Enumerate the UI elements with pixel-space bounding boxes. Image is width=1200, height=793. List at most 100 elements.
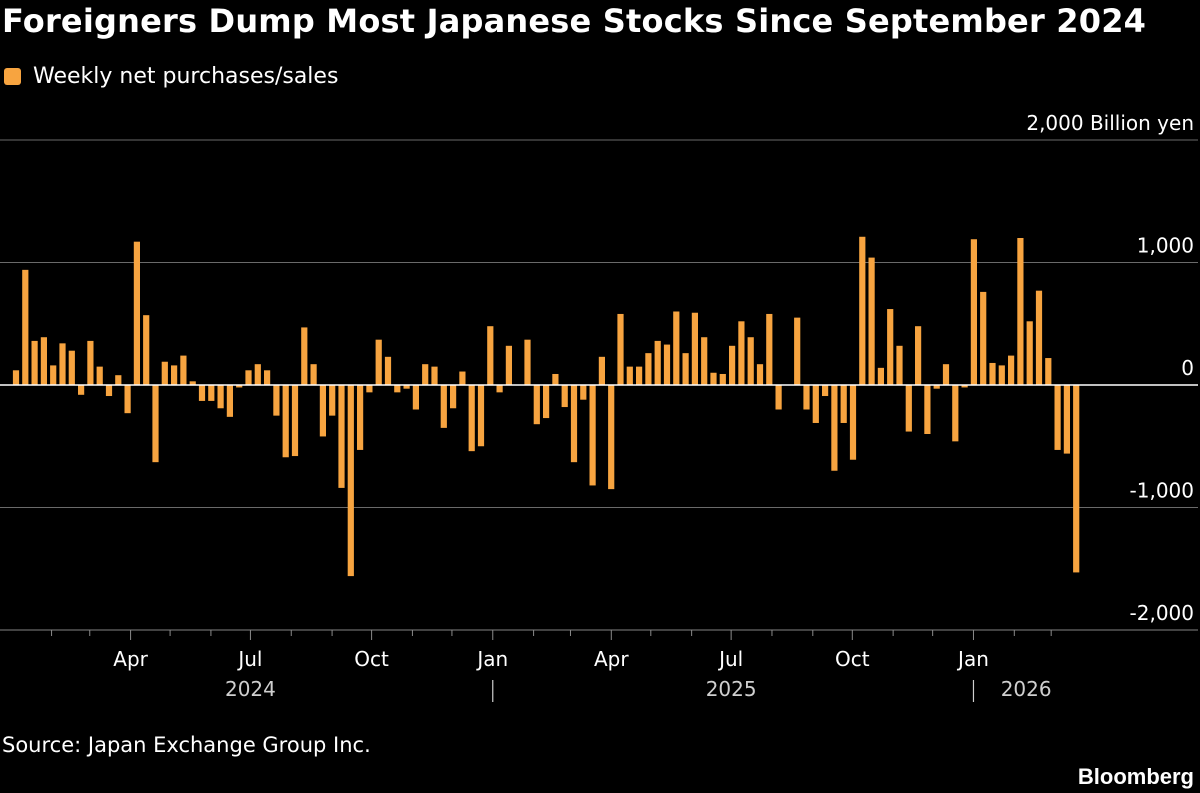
bar [980, 291, 987, 385]
bar [840, 385, 847, 423]
bar [663, 344, 671, 385]
bar [1026, 321, 1033, 385]
bar [12, 370, 20, 385]
bar [505, 345, 512, 385]
bar [171, 365, 178, 385]
bar [198, 385, 206, 401]
bloomberg-logo: Bloomberg [1077, 764, 1194, 789]
bar [40, 337, 47, 385]
bar [245, 370, 252, 385]
bar [766, 313, 773, 385]
bar [422, 364, 429, 385]
bar [459, 371, 466, 385]
bar [812, 385, 819, 423]
bar [701, 337, 708, 385]
bar [905, 385, 912, 432]
bar [617, 313, 624, 385]
bar [747, 337, 754, 385]
bar [394, 385, 401, 393]
bar [375, 339, 382, 385]
bar [1063, 385, 1070, 454]
bar [849, 385, 857, 460]
bar [822, 385, 829, 397]
bar [636, 366, 643, 386]
bar [970, 239, 977, 385]
bar [794, 317, 801, 386]
bar [87, 340, 94, 385]
x-month-label: Apr [594, 647, 629, 671]
bar [143, 315, 150, 385]
bar [580, 385, 587, 400]
bar [319, 385, 326, 437]
bar [831, 385, 838, 471]
bars [12, 236, 1080, 577]
legend: Weekly net purchases/sales [4, 62, 338, 90]
bar [31, 340, 38, 385]
bar [933, 385, 940, 389]
x-month-label: Oct [354, 647, 389, 671]
bar [226, 385, 233, 417]
bar [691, 312, 698, 385]
bar [115, 375, 122, 385]
bar [859, 236, 866, 385]
bar [96, 366, 103, 386]
bar [738, 321, 745, 385]
bar [124, 385, 131, 414]
bar [310, 364, 317, 385]
bar [543, 385, 550, 419]
x-year-label: 2025 [706, 677, 757, 701]
bar [710, 372, 717, 385]
bar [301, 327, 308, 385]
bar [366, 385, 373, 393]
bar [654, 340, 661, 385]
bar [1008, 355, 1015, 385]
bar [338, 385, 345, 488]
x-month-label: Jan [475, 647, 508, 671]
bar [217, 385, 224, 409]
bar [533, 385, 540, 425]
bar [989, 362, 996, 385]
bar [496, 385, 503, 393]
bar [68, 350, 75, 385]
bar [412, 385, 419, 410]
bar [915, 326, 922, 385]
bar [273, 385, 280, 416]
bar [282, 385, 289, 458]
x-month-label: Jul [717, 647, 743, 671]
bar [291, 385, 299, 457]
bar [403, 385, 410, 389]
bar [487, 326, 494, 385]
bar [887, 309, 894, 385]
bar [1073, 385, 1080, 573]
bar [431, 366, 438, 386]
bar [357, 385, 364, 450]
bar [180, 355, 187, 385]
bar [208, 385, 215, 401]
bar [384, 356, 392, 385]
bar [719, 373, 726, 385]
bar [645, 353, 652, 385]
x-month-label: Apr [113, 647, 148, 671]
bar [775, 385, 782, 410]
bar [468, 385, 475, 452]
bar [598, 356, 605, 385]
bar [552, 373, 559, 385]
bar [1035, 290, 1043, 385]
bar [1054, 385, 1061, 450]
bar [589, 385, 596, 486]
x-month-label: Jan [956, 647, 989, 671]
x-year-label: 2024 [225, 677, 276, 701]
bar [189, 381, 196, 385]
bar [961, 385, 968, 388]
bar [22, 269, 29, 385]
y-axis-labels: 2,000 Billion yen 1,000 0 -1,000 -2,000 [1026, 111, 1194, 625]
bar [570, 385, 578, 463]
x-axis: Apr Jul Oct Jan Apr Jul Oct Jan 2024 2025 2026 [0, 629, 1198, 702]
bar [924, 385, 931, 434]
bar [673, 311, 680, 385]
bar [440, 385, 447, 428]
bar [264, 370, 271, 385]
bar [942, 364, 950, 385]
bar [50, 365, 57, 385]
bar [682, 353, 689, 385]
